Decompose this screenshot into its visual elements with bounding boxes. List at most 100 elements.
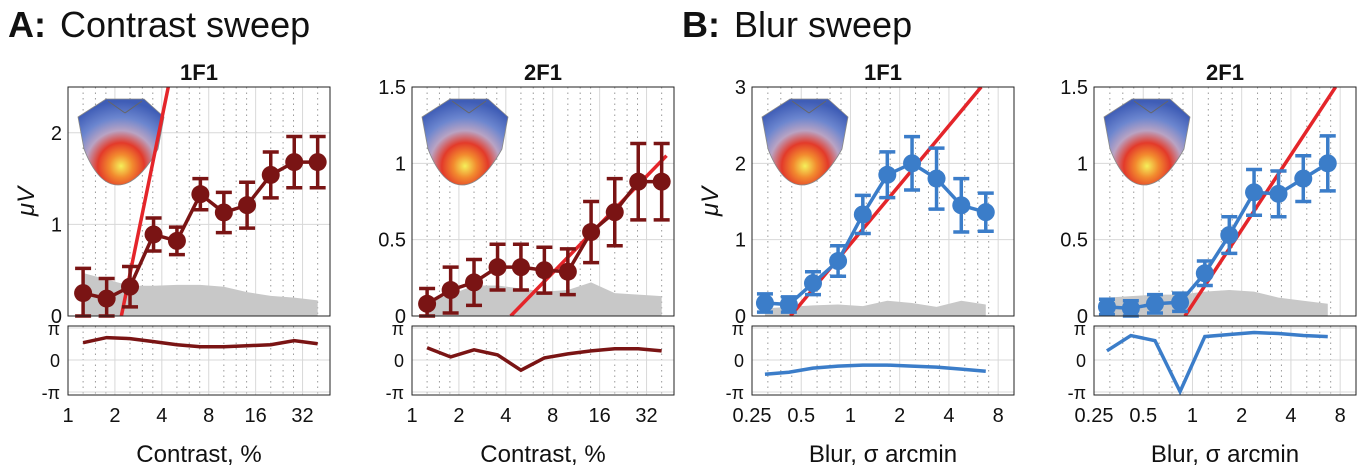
scalp-nose-line: [124, 100, 143, 114]
scalp-map-inset: [1103, 98, 1191, 186]
x-tick-label: 32: [635, 405, 657, 427]
phase-tick-label: 0: [1076, 351, 1086, 371]
amplitude-axes-frame: [751, 86, 1015, 317]
phase-axes-frame: [411, 325, 675, 396]
phase-tick-label: π: [732, 319, 744, 339]
x-tick-label: 0.5: [787, 405, 815, 427]
scalp-head-shape: [77, 98, 165, 186]
data-point: [285, 153, 304, 172]
section-a-title: A: Contrast sweep: [8, 4, 310, 46]
data-point: [1220, 226, 1239, 245]
data-point: [829, 252, 848, 271]
x-tick-label: 4: [156, 405, 167, 427]
data-point: [582, 223, 601, 242]
phase-line: [1106, 330, 1328, 396]
data-point: [465, 273, 484, 292]
x-tick-label: 1: [62, 405, 73, 427]
data-point: [441, 281, 460, 300]
data-point: [952, 196, 971, 215]
amplitude-line: [764, 161, 987, 307]
panel-title: 2F1: [524, 60, 562, 85]
y-tick-label: 1: [1077, 153, 1088, 175]
scalp-nose-line: [451, 100, 470, 114]
data-point: [238, 196, 257, 215]
x-tick-label: 4: [1285, 405, 1296, 427]
x-tick-label: 4: [500, 405, 511, 427]
fit-line: [789, 87, 983, 316]
amplitude-axes-frame: [1093, 86, 1357, 317]
x-tick-label: 8: [993, 405, 1004, 427]
data-point: [779, 295, 798, 314]
phase-tick-label: -π: [386, 383, 404, 403]
phase-line: [82, 335, 318, 349]
y-tick-label: 0: [395, 306, 406, 328]
data-point: [191, 185, 210, 204]
section-a-label: Contrast sweep: [60, 4, 311, 45]
scalp-head-shape: [421, 98, 509, 186]
data-point: [558, 262, 577, 281]
x-tick-label: 2: [453, 405, 464, 427]
panel-title: 1F1: [864, 60, 902, 85]
y-tick-label: 2: [51, 123, 62, 145]
x-tick-label: 0.25: [1075, 405, 1114, 427]
data-point: [853, 205, 872, 224]
panel-title: 1F1: [180, 60, 218, 85]
phase-axes-frame: [67, 325, 331, 396]
data-point: [755, 294, 774, 313]
scalp-map-inset: [77, 98, 165, 186]
data-point: [976, 203, 995, 222]
scalp-head-shape: [1103, 98, 1191, 186]
phase-tick-label: -π: [42, 383, 60, 403]
noise-floor-area: [427, 282, 662, 316]
data-point: [144, 225, 163, 244]
x-tick-label: 2: [109, 405, 120, 427]
data-point: [1097, 297, 1116, 316]
x-tick-label: 1: [406, 405, 417, 427]
y-axis-label: μV: [697, 185, 724, 217]
x-tick-label: 8: [1335, 405, 1346, 427]
phase-tick-label: 0: [734, 351, 744, 371]
y-tick-label: 1: [51, 214, 62, 236]
y-tick-label: 3: [735, 77, 746, 99]
x-tick-label: 2: [894, 405, 905, 427]
x-axis-label: Blur, σ arcmin: [809, 441, 957, 468]
phase-tick-label: -π: [1068, 383, 1086, 403]
x-tick-label: 0.5: [1129, 405, 1157, 427]
noise-floor-area: [83, 272, 318, 316]
amplitude-axes-frame: [411, 86, 675, 317]
phase-tick-label: π: [1074, 319, 1086, 339]
phase-axes-frame: [1093, 325, 1357, 396]
scalp-nose-line: [808, 100, 827, 114]
data-point: [1269, 184, 1288, 203]
noise-floor-area: [764, 300, 986, 316]
x-tick-label: 2: [1236, 405, 1247, 427]
section-a-letter: A:: [8, 4, 46, 45]
phase-line: [426, 346, 662, 373]
scalp-nose-line: [1133, 100, 1152, 114]
data-point: [903, 154, 922, 173]
noise-floor-area: [1106, 290, 1328, 316]
data-point: [927, 169, 946, 188]
data-point: [261, 165, 280, 184]
amplitude-axes-frame: [67, 86, 331, 317]
phase-line: [764, 363, 986, 377]
x-axis-label: Contrast, %: [480, 441, 605, 468]
data-point: [1294, 169, 1313, 188]
amplitude-line: [1106, 161, 1329, 311]
x-tick-label: 8: [203, 405, 214, 427]
x-axis-label: Blur, σ arcmin: [1151, 441, 1299, 468]
x-tick-label: 16: [245, 405, 267, 427]
y-tick-label: 0: [1077, 306, 1088, 328]
data-point: [511, 258, 530, 277]
data-point: [1318, 154, 1337, 173]
data-point: [97, 289, 116, 308]
x-tick-label: 1: [845, 405, 856, 427]
data-point: [121, 277, 140, 296]
scalp-map-inset: [761, 98, 849, 186]
phase-tick-label: 0: [50, 351, 60, 371]
section-b-title: B: Blur sweep: [682, 4, 912, 46]
data-point: [629, 172, 648, 191]
phase-axes-frame: [751, 325, 1015, 396]
y-tick-label: 1.5: [1060, 77, 1088, 99]
